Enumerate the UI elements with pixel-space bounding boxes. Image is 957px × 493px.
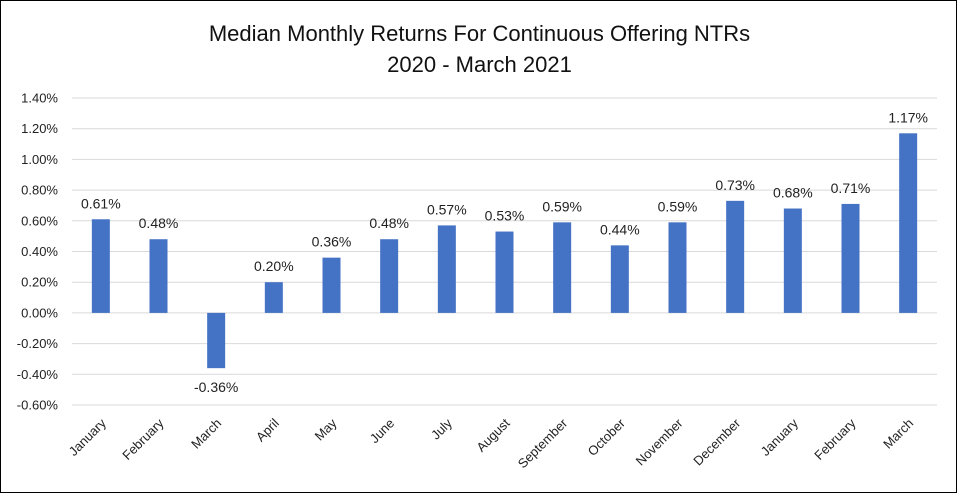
x-tick-label: December: [690, 415, 743, 468]
bar: [91, 219, 110, 313]
data-label: 0.59%: [542, 198, 582, 214]
y-tick-label: 1.00%: [21, 152, 58, 167]
y-tick-label: 0.00%: [21, 305, 58, 320]
data-label: 0.68%: [773, 185, 813, 201]
data-label: 0.53%: [485, 208, 525, 224]
data-label: 0.61%: [81, 195, 121, 211]
data-label: 0.44%: [600, 221, 640, 237]
bar: [899, 133, 918, 313]
bar: [553, 222, 572, 313]
y-tick-label: -0.60%: [17, 398, 59, 413]
bar: [726, 200, 745, 313]
x-tick-label: February: [811, 415, 859, 463]
bar: [495, 231, 514, 313]
bar: [264, 282, 283, 313]
x-tick-label: July: [428, 415, 455, 442]
chart-subtitle: 2020 - March 2021: [387, 52, 572, 77]
y-tick-label: -0.40%: [17, 367, 59, 382]
y-tick-label: 0.20%: [21, 275, 58, 290]
data-label: 0.73%: [715, 177, 755, 193]
data-label: 0.36%: [312, 234, 352, 250]
bar: [668, 222, 687, 313]
bar: [783, 208, 802, 313]
y-tick-label: -0.20%: [17, 336, 59, 351]
x-tick-label: June: [367, 416, 398, 447]
data-label: 0.59%: [658, 198, 698, 214]
bar: [841, 203, 860, 313]
x-tick-label: January: [758, 415, 802, 459]
bar: [380, 239, 399, 313]
x-tick-label: October: [585, 415, 629, 459]
chart-title: Median Monthly Returns For Continuous Of…: [208, 21, 751, 46]
bar: [207, 312, 226, 369]
data-label: 0.57%: [427, 201, 467, 217]
data-label: 0.48%: [369, 215, 409, 231]
y-tick-label: 0.40%: [21, 244, 58, 259]
y-tick-label: 1.40%: [21, 91, 58, 106]
bar: [610, 245, 629, 313]
data-label: 1.17%: [888, 109, 928, 125]
data-label: 0.48%: [139, 215, 179, 231]
x-tick-label: August: [473, 415, 512, 454]
chart-title-block: Median Monthly Returns For Continuous Of…: [1, 18, 957, 80]
x-tick-label: March: [880, 416, 916, 452]
bar: [322, 257, 341, 313]
y-tick-label: 1.20%: [21, 121, 58, 136]
y-tick-label: 0.80%: [21, 183, 58, 198]
bar: [437, 225, 456, 313]
x-tick-label: March: [188, 416, 224, 452]
x-tick-label: November: [633, 415, 686, 468]
x-tick-label: January: [66, 415, 110, 459]
data-label: 0.71%: [831, 180, 871, 196]
x-tick-label: May: [312, 415, 340, 443]
x-tick-label: September: [515, 415, 571, 471]
y-tick-label: 0.60%: [21, 213, 58, 228]
bar: [149, 239, 168, 313]
x-tick-label: February: [119, 415, 167, 463]
data-label: -0.36%: [194, 379, 238, 395]
x-tick-label: April: [253, 415, 282, 444]
data-label: 0.20%: [254, 258, 294, 274]
